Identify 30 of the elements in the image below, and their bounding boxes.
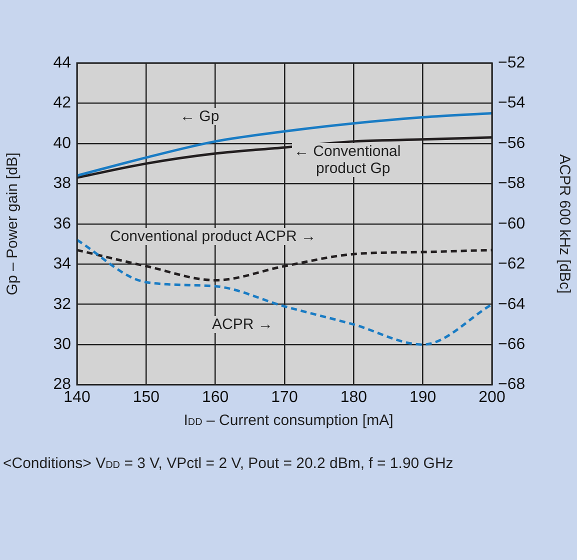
line-series [77, 112, 492, 177]
y2-tick-label: −60 [498, 215, 526, 232]
y-tick-label: 36 [53, 215, 72, 232]
y2-tick-label: −62 [498, 256, 526, 273]
y2-axis-title: ACPR 600 kHz [dBc] [556, 154, 573, 294]
annotation: ← Gp [178, 108, 222, 125]
y-axis-title: Gp – Power gain [dB] [4, 152, 22, 296]
x-tick-label: 200 [478, 388, 506, 406]
x-tick-label: 160 [202, 388, 229, 406]
y-tick-label: 34 [53, 256, 72, 273]
y-tick-label: 38 [53, 175, 72, 192]
y-tick-label: 32 [53, 296, 72, 313]
y2-tick-label: −56 [498, 134, 526, 152]
y2-tick-label: −64 [498, 296, 526, 313]
y2-tick-label: −58 [498, 175, 526, 192]
y2-tick-label: −66 [498, 336, 526, 353]
annotation: ← Conventional product Gp [292, 143, 422, 177]
x-tick-label: 140 [64, 388, 90, 406]
x-tick-label: 170 [271, 388, 298, 406]
y-tick-label: 44 [53, 54, 72, 72]
annotation: ACPR → [210, 316, 275, 333]
annotation: Conventional product ACPR → [108, 228, 318, 245]
x-tick-label: 190 [409, 388, 436, 406]
y-tick-label: 30 [53, 336, 72, 353]
y-tick-label: 40 [53, 134, 72, 152]
y2-tick-label: −54 [498, 94, 526, 112]
y2-tick-label: −52 [498, 54, 526, 72]
y-tick-label: 42 [53, 94, 72, 112]
x-tick-label: 180 [340, 388, 368, 406]
x-tick-label: 150 [132, 388, 160, 406]
